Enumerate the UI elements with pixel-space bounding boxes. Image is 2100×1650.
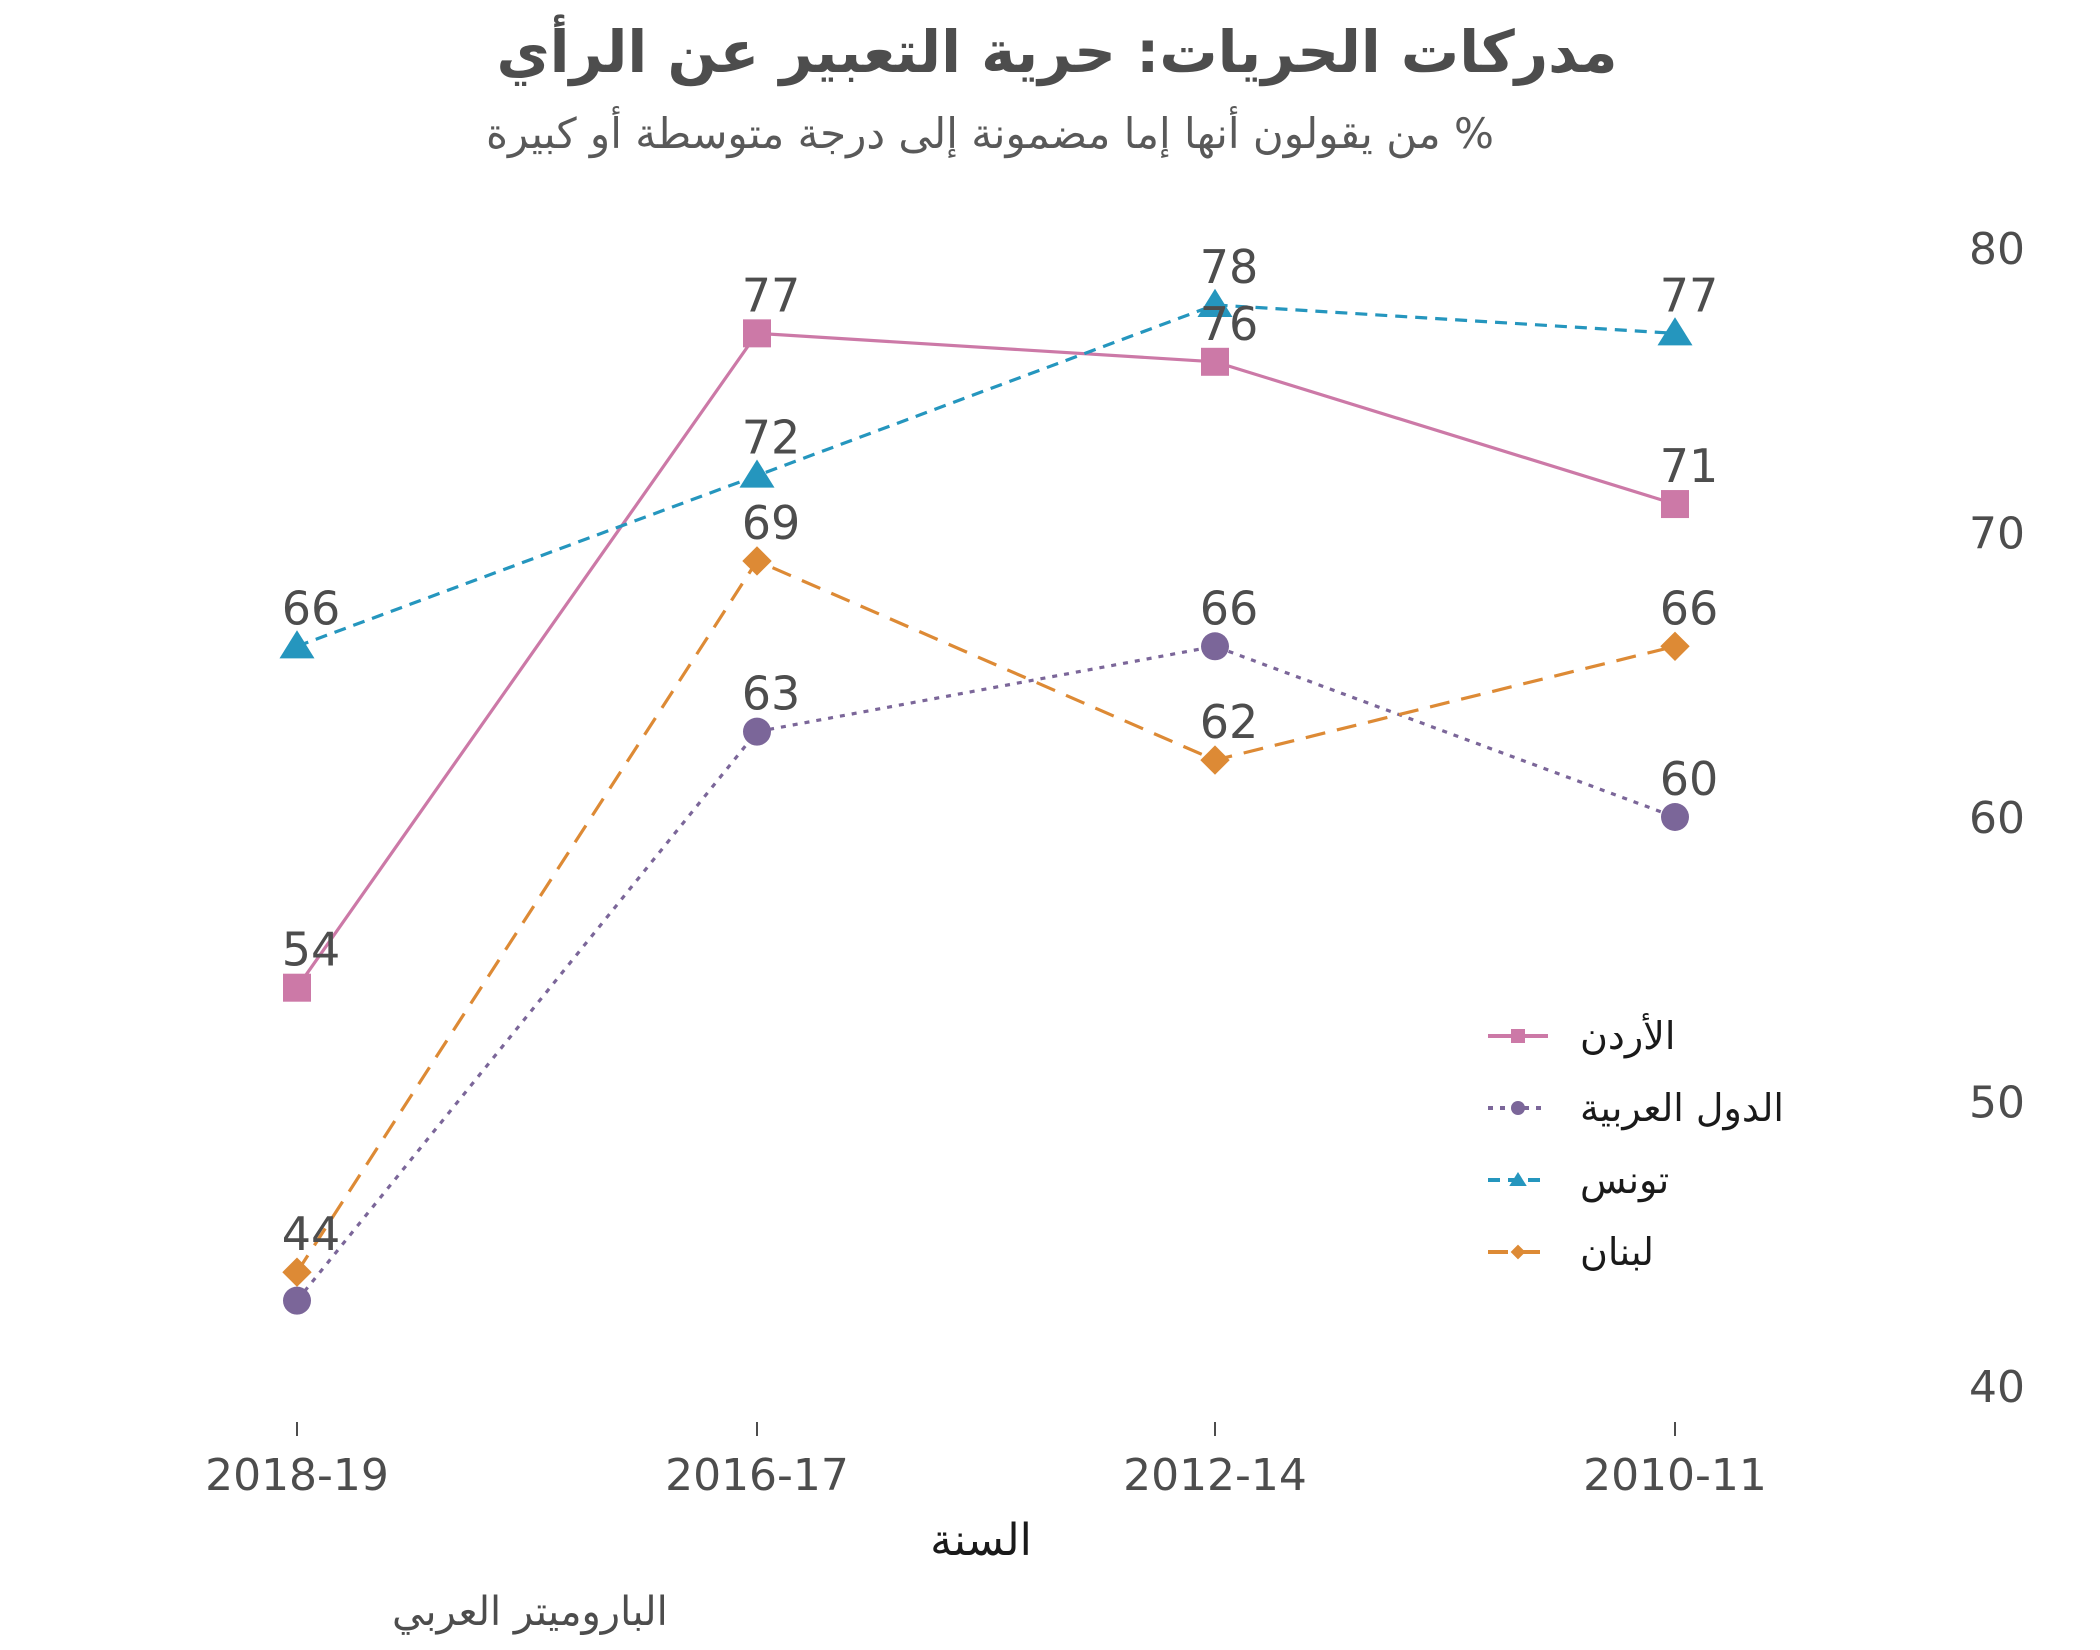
series-line bbox=[296, 303, 1676, 648]
axes: 40 50 60 70 80 2018-19 2016-17 2012-14 2010-11 bbox=[205, 224, 2025, 1501]
markers bbox=[279, 288, 1693, 1315]
legend-key-marker bbox=[1510, 1244, 1526, 1260]
y-tick-label: 50 bbox=[1969, 1078, 2025, 1129]
data-point bbox=[279, 630, 315, 659]
x-tick-label: 2016-17 bbox=[665, 1450, 849, 1501]
y-tick-label: 60 bbox=[1969, 793, 2025, 844]
data-point bbox=[1657, 317, 1693, 346]
data-label: 71 bbox=[1660, 439, 1719, 493]
x-tick-label: 2012-14 bbox=[1123, 1450, 1307, 1501]
legend-label: تونس bbox=[1580, 1158, 1669, 1203]
data-point bbox=[743, 319, 771, 348]
data-label: 44 bbox=[282, 1207, 341, 1261]
data-label: 78 bbox=[1200, 240, 1259, 294]
x-tick-label: 2010-11 bbox=[1583, 1450, 1767, 1501]
data-point bbox=[1661, 803, 1689, 831]
data-point bbox=[1661, 490, 1689, 519]
data-label: 77 bbox=[742, 268, 801, 322]
data-point bbox=[739, 459, 775, 488]
data-labels: 54 77 76 71 63 66 60 66 72 78 77 44 69 62 66 bbox=[282, 240, 1719, 1261]
legend-label: لبنان bbox=[1580, 1230, 1654, 1274]
chart-title: مدركات الحريات: حرية التعبير عن الرأي bbox=[496, 14, 1617, 87]
data-label: 69 bbox=[742, 496, 801, 550]
data-point bbox=[1201, 632, 1229, 661]
data-point bbox=[283, 973, 311, 1002]
legend-key-marker bbox=[1511, 1101, 1525, 1115]
x-axis-label: السنة bbox=[930, 1515, 1032, 1566]
data-label: 66 bbox=[282, 581, 341, 635]
caption: الباروميتر العربي bbox=[392, 1589, 668, 1635]
data-label: 63 bbox=[742, 667, 801, 721]
data-point bbox=[1197, 288, 1233, 317]
y-tick-label: 40 bbox=[1969, 1362, 2025, 1413]
data-point bbox=[743, 717, 771, 746]
data-label: 66 bbox=[1660, 581, 1719, 635]
x-tick-label: 2018-19 bbox=[205, 1450, 389, 1501]
legend-label: الأردن bbox=[1580, 1012, 1675, 1058]
data-label: 76 bbox=[1200, 297, 1259, 351]
data-label: 62 bbox=[1200, 695, 1259, 749]
y-tick-label: 70 bbox=[1969, 509, 2025, 560]
series-line bbox=[295, 331, 1676, 989]
data-point bbox=[1200, 745, 1230, 775]
data-label: 66 bbox=[1200, 581, 1259, 635]
data-label: 77 bbox=[1660, 268, 1719, 322]
data-label: 54 bbox=[282, 923, 341, 977]
legend-label: الدول العربية bbox=[1580, 1086, 1784, 1131]
data-point bbox=[1660, 631, 1690, 661]
legend-key-marker bbox=[1509, 1171, 1527, 1187]
data-point bbox=[282, 1257, 312, 1287]
y-tick-label: 80 bbox=[1969, 224, 2025, 275]
series-line bbox=[295, 558, 1676, 1274]
data-point bbox=[1201, 347, 1229, 376]
data-label: 72 bbox=[742, 411, 801, 465]
data-label: 60 bbox=[1660, 752, 1719, 806]
legend: الأردن الدول العربية تونس لبنان bbox=[1488, 1012, 1784, 1274]
chart-subtitle: % من يقولون أنها إما مضمونة إلى درجة متو… bbox=[486, 106, 1494, 159]
data-point bbox=[742, 546, 772, 576]
legend-key-marker bbox=[1511, 1029, 1525, 1043]
data-point bbox=[283, 1286, 311, 1315]
series-line bbox=[295, 644, 1676, 1302]
series-lines bbox=[295, 303, 1676, 1302]
